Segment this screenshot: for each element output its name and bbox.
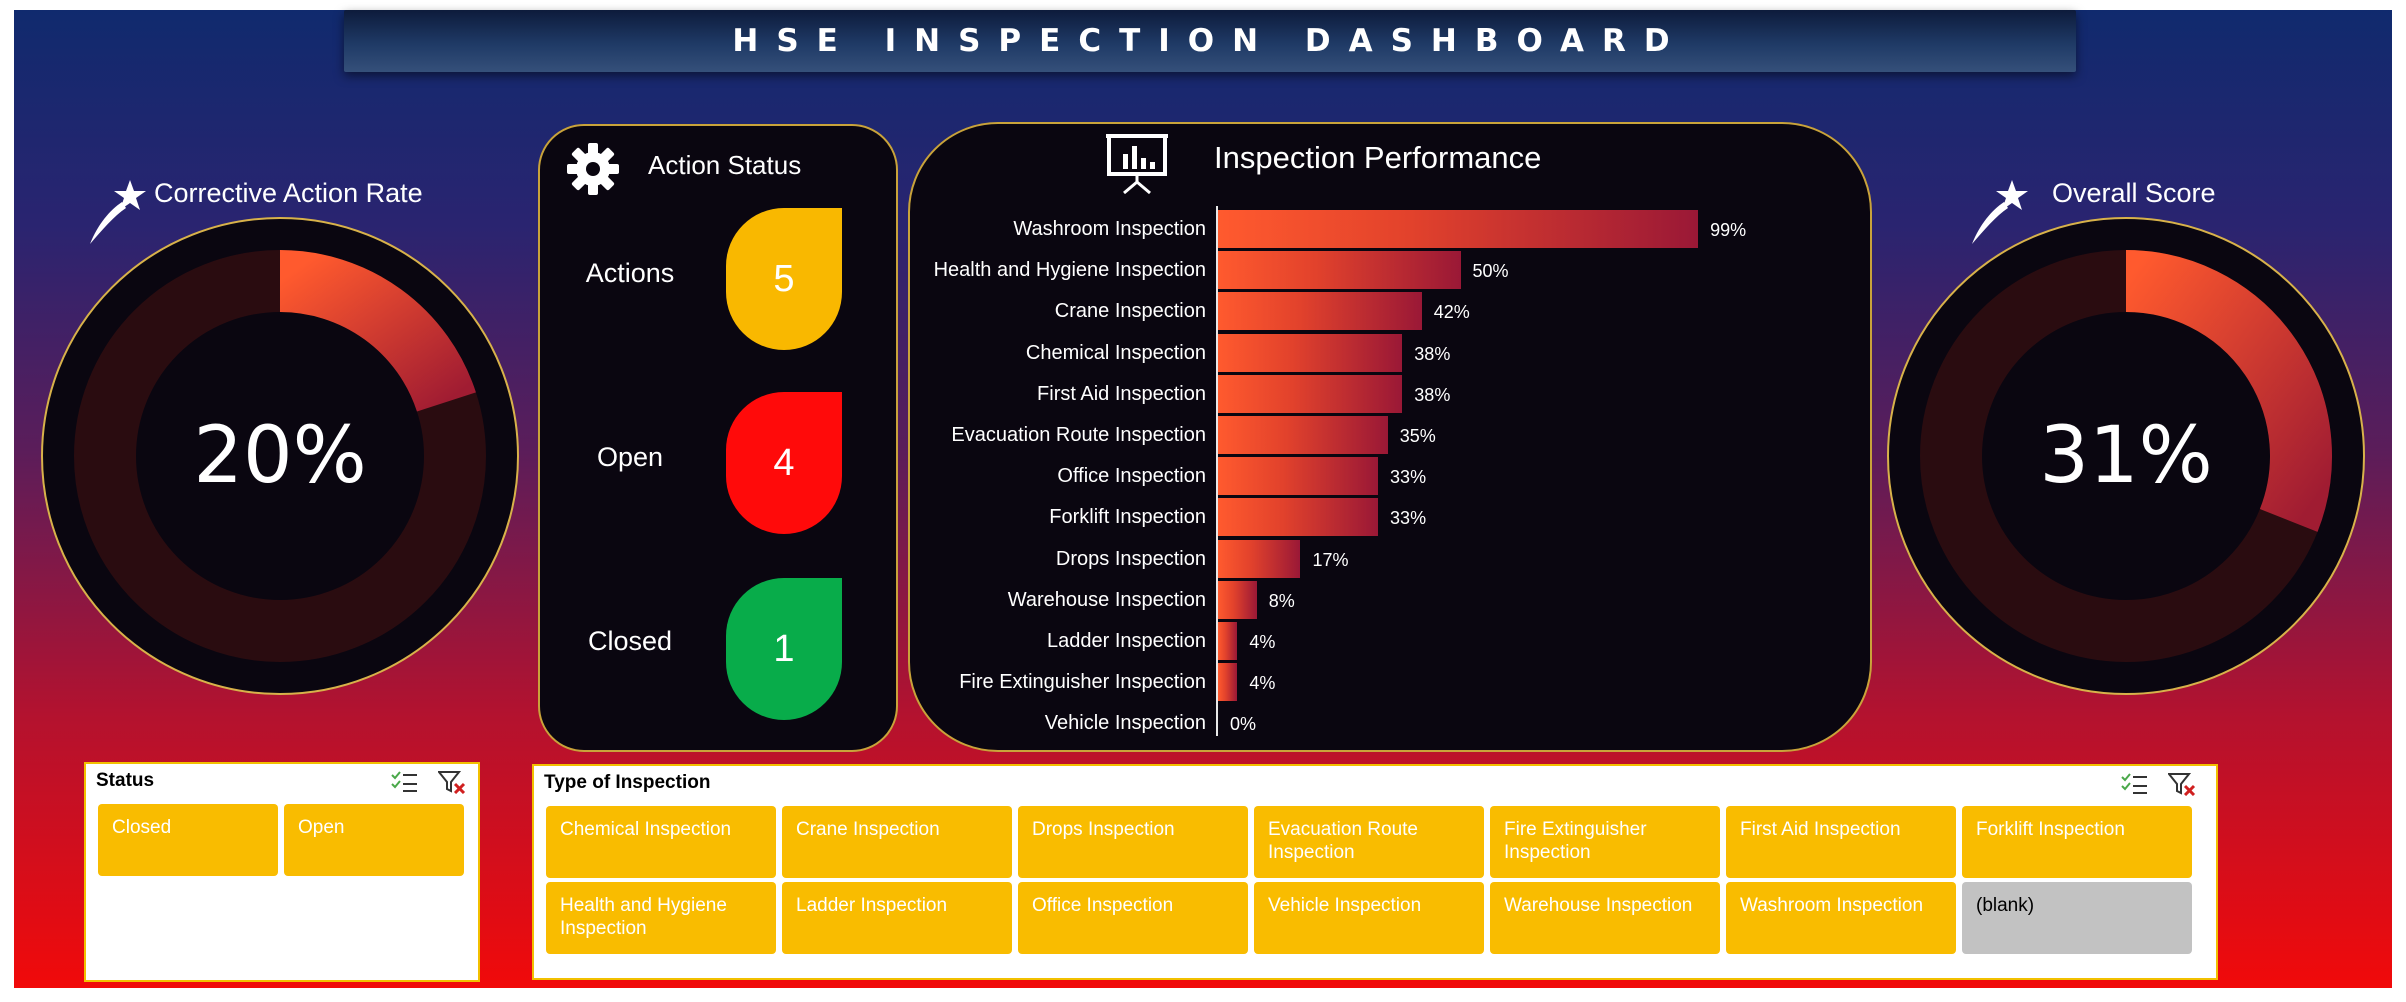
status-slicer: Status Closed Open bbox=[84, 762, 480, 982]
inspection-type-option[interactable]: Chemical Inspection bbox=[546, 806, 776, 878]
overall-score-arc bbox=[2125, 250, 2332, 532]
bar-value-label: 8% bbox=[1268, 590, 1295, 611]
actions-count: 5 bbox=[773, 257, 795, 300]
corrective-action-rate-value: 20% bbox=[193, 411, 367, 501]
bar-warehouse-inspection bbox=[1218, 580, 1257, 619]
bar-health-and-hygiene-inspection bbox=[1218, 251, 1461, 290]
closed-count-badge: 1 bbox=[726, 578, 842, 720]
clear-filter-icon[interactable] bbox=[2168, 772, 2196, 796]
bar-evacuation-route-inspection bbox=[1218, 416, 1388, 454]
bar-value-label: 42% bbox=[1433, 302, 1470, 323]
closed-count: 1 bbox=[773, 627, 795, 670]
bar-category-label: Crane Inspection bbox=[1054, 300, 1206, 323]
bar-value-label: 0% bbox=[1230, 714, 1257, 735]
inspection-type-option[interactable]: First Aid Inspection bbox=[1726, 806, 1956, 878]
bar-chemical-inspection bbox=[1218, 333, 1403, 372]
bar-ladder-inspection bbox=[1218, 622, 1238, 660]
bar-value-label: 4% bbox=[1249, 632, 1276, 652]
inspection-performance-chart: Washroom Inspection 99% Health and Hygiene… bbox=[910, 124, 1870, 750]
bar-category-label: Office Inspection bbox=[1057, 465, 1206, 488]
bar-first-aid-inspection bbox=[1218, 374, 1403, 413]
shooting-star-icon bbox=[90, 180, 146, 244]
inspection-performance-panel: Inspection Performance Washroom Inspecti… bbox=[908, 122, 1872, 752]
bar-value-label: 50% bbox=[1472, 261, 1509, 282]
bar-value-label: 35% bbox=[1399, 426, 1436, 446]
inspection-type-option[interactable]: Office Inspection bbox=[1018, 882, 1248, 954]
bar-category-label: Forklift Inspection bbox=[1049, 506, 1206, 529]
inspection-type-option[interactable]: Washroom Inspection bbox=[1726, 882, 1956, 954]
open-label: Open bbox=[596, 442, 664, 472]
inspection-performance-title: Inspection Performance bbox=[1214, 140, 1542, 175]
status-slicer-title: Status bbox=[96, 770, 155, 791]
bar-category-label: Washroom Inspection bbox=[1013, 218, 1206, 240]
dashboard-title-bar: HSE INSPECTION DASHBOARD bbox=[344, 10, 2076, 72]
clear-filter-icon[interactable] bbox=[438, 770, 466, 794]
inspection-type-option[interactable]: Ladder Inspection bbox=[782, 882, 1012, 954]
inspection-type-option[interactable]: (blank) bbox=[1962, 882, 2192, 954]
actions-label: Actions bbox=[585, 258, 675, 288]
open-count: 4 bbox=[773, 441, 795, 484]
bar-category-label: Chemical Inspection bbox=[1025, 341, 1206, 364]
bar-category-label: Ladder Inspection bbox=[1046, 630, 1206, 652]
chart-axis-line bbox=[1216, 206, 1218, 736]
bar-value-label: 4% bbox=[1249, 673, 1276, 694]
corrective-action-rate-title: Corrective Action Rate bbox=[154, 178, 423, 208]
bar-washroom-inspection bbox=[1218, 210, 1699, 248]
bar-value-label: 33% bbox=[1390, 508, 1427, 529]
overall-score-gauge: 31% bbox=[1886, 216, 2366, 696]
inspection-type-option[interactable]: Forklift Inspection bbox=[1962, 806, 2192, 878]
dashboard-background: HSE INSPECTION DASHBOARD Corrective Acti… bbox=[14, 10, 2392, 988]
inspection-type-option[interactable]: Vehicle Inspection bbox=[1254, 882, 1484, 954]
bar-value-label: 17% bbox=[1312, 549, 1349, 570]
closed-label: Closed bbox=[587, 626, 673, 656]
inspection-type-option[interactable]: Health and Hygiene Inspection bbox=[546, 882, 776, 954]
corrective-action-rate-gauge: 20% bbox=[40, 216, 520, 696]
open-count-badge: 4 bbox=[726, 392, 842, 534]
multi-select-icon[interactable] bbox=[390, 770, 418, 794]
bar-value-label: 38% bbox=[1414, 384, 1451, 405]
overall-score-title: Overall Score bbox=[2052, 178, 2216, 208]
inspection-type-option[interactable]: Fire Extinguisher Inspection bbox=[1490, 806, 1720, 878]
bar-category-label: Evacuation Route Inspection bbox=[951, 424, 1206, 446]
bar-value-label: 38% bbox=[1414, 343, 1451, 364]
bar-category-label: First Aid Inspection bbox=[1037, 382, 1206, 405]
bar-category-label: Fire Extinguisher Inspection bbox=[959, 671, 1206, 694]
inspection-type-option[interactable]: Crane Inspection bbox=[782, 806, 1012, 878]
bar-category-label: Warehouse Inspection bbox=[1007, 588, 1206, 611]
bar-category-label: Drops Inspection bbox=[1055, 547, 1206, 570]
action-status-title: Action Status bbox=[648, 150, 802, 180]
gear-icon bbox=[567, 143, 619, 195]
bar-forklift-inspection bbox=[1218, 498, 1379, 537]
bar-category-label: Vehicle Inspection bbox=[1044, 712, 1206, 735]
shooting-star-icon bbox=[1972, 180, 2028, 244]
overall-score-value: 31% bbox=[2039, 411, 2213, 501]
status-option-open[interactable]: Open bbox=[284, 804, 464, 876]
actions-count-badge: 5 bbox=[726, 208, 842, 350]
inspection-type-option[interactable]: Warehouse Inspection bbox=[1490, 882, 1720, 954]
bar-category-label: Health and Hygiene Inspection bbox=[933, 259, 1206, 282]
status-option-closed[interactable]: Closed bbox=[98, 804, 278, 876]
bar-fire-extinguisher-inspection bbox=[1218, 663, 1238, 702]
inspection-type-option[interactable]: Evacuation Route Inspection bbox=[1254, 806, 1484, 878]
bar-value-label: 33% bbox=[1390, 467, 1427, 488]
type-of-inspection-slicer: Type of Inspection Chemical Inspection Cr… bbox=[532, 764, 2218, 980]
corrective-action-rate-arc bbox=[279, 250, 476, 413]
inspection-type-option[interactable]: Drops Inspection bbox=[1018, 806, 1248, 878]
bar-value-label: 99% bbox=[1710, 220, 1747, 240]
action-status-panel: Action Status Actions 5 Open 4 Closed 1 bbox=[538, 124, 898, 752]
multi-select-icon[interactable] bbox=[2120, 772, 2148, 796]
bar-crane-inspection bbox=[1218, 292, 1422, 331]
dashboard-title: HSE INSPECTION DASHBOARD bbox=[732, 23, 1688, 59]
bar-office-inspection bbox=[1218, 457, 1379, 496]
presentation-chart-icon bbox=[1106, 134, 1168, 194]
type-slicer-title: Type of Inspection bbox=[544, 772, 711, 793]
bar-drops-inspection bbox=[1218, 539, 1301, 578]
